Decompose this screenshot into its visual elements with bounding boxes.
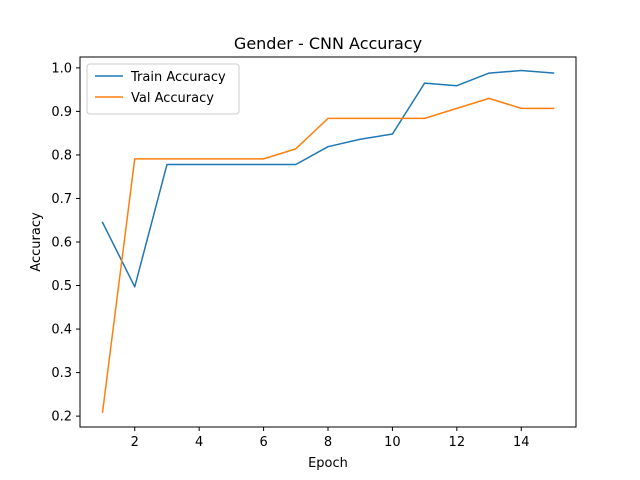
x-tick-label: 14	[513, 435, 530, 450]
y-tick-label: 0.8	[51, 148, 72, 163]
x-tick-label: 4	[195, 435, 203, 450]
legend-box	[86, 63, 240, 115]
y-tick-label: 0.7	[51, 192, 72, 207]
y-tick-label: 0.4	[51, 323, 72, 338]
legend-label-val-accuracy: Val Accuracy	[131, 91, 214, 106]
legend: Train Accuracy Val Accuracy	[86, 63, 240, 115]
y-tick-label: 1.0	[51, 61, 72, 76]
series-line-val-accuracy	[101, 97, 555, 414]
x-axis-title: Epoch	[308, 456, 348, 471]
x-tick-label: 6	[259, 435, 267, 450]
y-axis-title: Accuracy	[29, 212, 44, 272]
y-tick-label: 0.2	[51, 410, 72, 425]
plot-lines	[101, 69, 555, 414]
legend-label-train-accuracy: Train Accuracy	[130, 70, 226, 85]
y-tick-label: 0.9	[51, 105, 72, 120]
chart-title: Gender - CNN Accuracy	[234, 34, 422, 53]
x-tick-label: 8	[324, 435, 332, 450]
y-tick-label: 0.5	[51, 279, 72, 294]
y-axis-ticks: 0.2 0.3 0.4 0.5 0.6 0.7 0.8 0.9 1.0	[51, 61, 80, 425]
x-tick-label: 10	[384, 435, 401, 450]
x-tick-label: 12	[449, 435, 466, 450]
y-tick-label: 0.3	[51, 366, 72, 381]
x-tick-label: 2	[131, 435, 139, 450]
y-tick-label: 0.6	[51, 236, 72, 251]
x-axis-ticks: 2 4 6 8 10 12 14	[131, 427, 530, 450]
